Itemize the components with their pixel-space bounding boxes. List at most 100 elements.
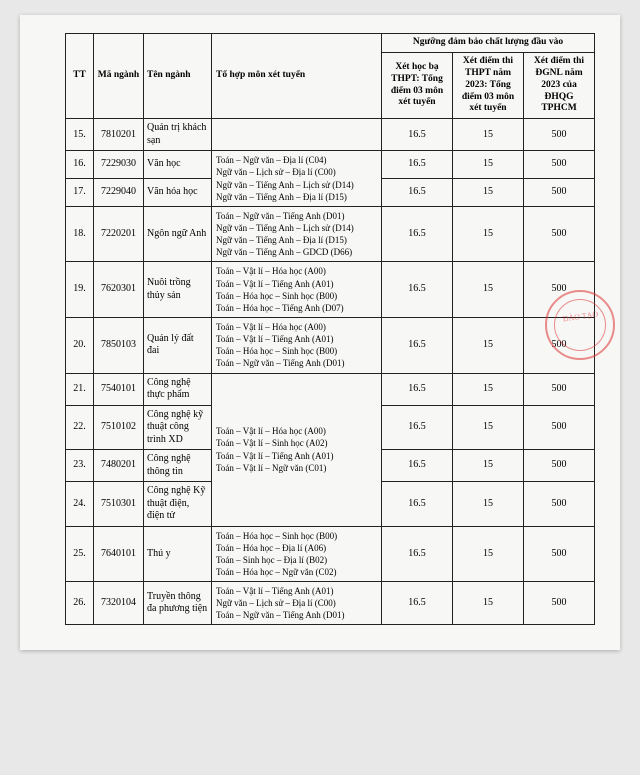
cell-tt: 17.	[66, 179, 94, 207]
cell-tt: 26.	[66, 582, 94, 625]
cell-score: 500	[524, 582, 595, 625]
cell-score: 16.5	[382, 262, 453, 318]
cell-score: 16.5	[382, 179, 453, 207]
header-score-dgnl: Xét điểm thi ĐGNL năm 2023 của ĐHQG TPHC…	[524, 52, 595, 118]
cell-score: 15	[453, 262, 524, 318]
cell-score: 16.5	[382, 482, 453, 527]
table-row: 25.7640101Thú yToán – Hóa học – Sinh học…	[66, 526, 595, 582]
cell-to-hop: Toán – Vật lí – Hóa học (A00)Toán – Vật …	[212, 262, 382, 318]
cell-score: 500	[524, 450, 595, 482]
cell-ma-nganh: 7229030	[94, 151, 144, 179]
cell-score: 15	[453, 179, 524, 207]
cell-tt: 19.	[66, 262, 94, 318]
cell-ten-nganh: Văn học	[144, 151, 212, 179]
cell-ma-nganh: 7220201	[94, 206, 144, 262]
header-tt: TT	[66, 34, 94, 119]
cell-score: 16.5	[382, 317, 453, 373]
table-body: 15.7810201Quản trị khách sạn16.51550016.…	[66, 119, 595, 625]
cell-ten-nganh: Nuôi trồng thủy sản	[144, 262, 212, 318]
cell-score: 500	[524, 119, 595, 151]
cell-tt: 22.	[66, 405, 94, 450]
cell-tt: 23.	[66, 450, 94, 482]
cell-score: 500	[524, 317, 595, 373]
cell-ten-nganh: Văn hóa học	[144, 179, 212, 207]
cell-ma-nganh: 7320104	[94, 582, 144, 625]
cell-to-hop: Toán – Vật lí – Tiếng Anh (A01)Ngữ văn –…	[212, 582, 382, 625]
cell-score: 16.5	[382, 206, 453, 262]
cell-score: 500	[524, 405, 595, 450]
admission-table: TT Mã ngành Tên ngành Tổ hợp môn xét tuy…	[65, 33, 595, 625]
cell-to-hop: Toán – Vật lí – Hóa học (A00)Toán – Vật …	[212, 373, 382, 526]
table-row: 26.7320104Truyền thông đa phương tiệnToá…	[66, 582, 595, 625]
cell-to-hop: Toán – Hóa học – Sinh học (B00)Toán – Hó…	[212, 526, 382, 582]
cell-to-hop	[212, 119, 382, 151]
cell-to-hop: Toán – Ngữ văn – Địa lí (C04)Ngữ văn – L…	[212, 151, 382, 207]
cell-tt: 21.	[66, 373, 94, 405]
cell-to-hop: Toán – Vật lí – Hóa học (A00)Toán – Vật …	[212, 317, 382, 373]
cell-tt: 15.	[66, 119, 94, 151]
cell-ma-nganh: 7480201	[94, 450, 144, 482]
cell-tt: 25.	[66, 526, 94, 582]
cell-score: 15	[453, 405, 524, 450]
cell-score: 500	[524, 373, 595, 405]
cell-ma-nganh: 7620301	[94, 262, 144, 318]
cell-ten-nganh: Quản lý đất đai	[144, 317, 212, 373]
cell-score: 15	[453, 482, 524, 527]
cell-score: 15	[453, 450, 524, 482]
cell-score: 15	[453, 526, 524, 582]
cell-ma-nganh: 7850103	[94, 317, 144, 373]
cell-ten-nganh: Ngôn ngữ Anh	[144, 206, 212, 262]
cell-ten-nganh: Công nghệ thực phẩm	[144, 373, 212, 405]
cell-score: 500	[524, 262, 595, 318]
cell-score: 16.5	[382, 151, 453, 179]
cell-score: 15	[453, 119, 524, 151]
cell-ma-nganh: 7229040	[94, 179, 144, 207]
cell-score: 16.5	[382, 373, 453, 405]
cell-ten-nganh: Quản trị khách sạn	[144, 119, 212, 151]
cell-score: 500	[524, 179, 595, 207]
table-row: 16.7229030Văn họcToán – Ngữ văn – Địa lí…	[66, 151, 595, 179]
table-row: 18.7220201Ngôn ngữ AnhToán – Ngữ văn – T…	[66, 206, 595, 262]
header-to-hop: Tổ hợp môn xét tuyển	[212, 34, 382, 119]
table-row: 21.7540101Công nghệ thực phẩmToán – Vật …	[66, 373, 595, 405]
cell-score: 16.5	[382, 119, 453, 151]
cell-score: 16.5	[382, 450, 453, 482]
cell-ten-nganh: Thú y	[144, 526, 212, 582]
cell-score: 15	[453, 151, 524, 179]
cell-tt: 16.	[66, 151, 94, 179]
cell-score: 500	[524, 151, 595, 179]
cell-tt: 24.	[66, 482, 94, 527]
cell-score: 15	[453, 317, 524, 373]
table-header: TT Mã ngành Tên ngành Tổ hợp môn xét tuy…	[66, 34, 595, 119]
cell-score: 15	[453, 206, 524, 262]
cell-ma-nganh: 7510301	[94, 482, 144, 527]
cell-ten-nganh: Công nghệ kỹ thuật công trình XD	[144, 405, 212, 450]
table-row: 15.7810201Quản trị khách sạn 16.515500	[66, 119, 595, 151]
header-threshold-group: Ngưỡng đảm bảo chất lượng đầu vào	[382, 34, 595, 53]
cell-ma-nganh: 7540101	[94, 373, 144, 405]
document-page: ĐÀO TẠO TT Mã ngành Tên ngành Tổ hợp môn…	[20, 15, 620, 650]
header-ma-nganh: Mã ngành	[94, 34, 144, 119]
cell-tt: 20.	[66, 317, 94, 373]
cell-ma-nganh: 7640101	[94, 526, 144, 582]
cell-score: 15	[453, 582, 524, 625]
cell-score: 500	[524, 482, 595, 527]
table-row: 20.7850103Quản lý đất đaiToán – Vật lí –…	[66, 317, 595, 373]
cell-score: 16.5	[382, 582, 453, 625]
cell-ma-nganh: 7810201	[94, 119, 144, 151]
cell-ten-nganh: Công nghệ Kỹ thuật điện, điện tử	[144, 482, 212, 527]
cell-tt: 18.	[66, 206, 94, 262]
cell-to-hop: Toán – Ngữ văn – Tiếng Anh (D01)Ngữ văn …	[212, 206, 382, 262]
cell-score: 15	[453, 373, 524, 405]
cell-score: 16.5	[382, 526, 453, 582]
header-score-hocba: Xét học bạ THPT: Tổng điểm 03 môn xét tu…	[382, 52, 453, 118]
cell-score: 500	[524, 206, 595, 262]
cell-ten-nganh: Truyền thông đa phương tiện	[144, 582, 212, 625]
table-row: 19.7620301Nuôi trồng thủy sảnToán – Vật …	[66, 262, 595, 318]
header-score-thpt: Xét điểm thi THPT năm 2023: Tổng điểm 03…	[453, 52, 524, 118]
cell-ma-nganh: 7510102	[94, 405, 144, 450]
cell-score: 16.5	[382, 405, 453, 450]
header-ten-nganh: Tên ngành	[144, 34, 212, 119]
cell-ten-nganh: Công nghệ thông tin	[144, 450, 212, 482]
cell-score: 500	[524, 526, 595, 582]
